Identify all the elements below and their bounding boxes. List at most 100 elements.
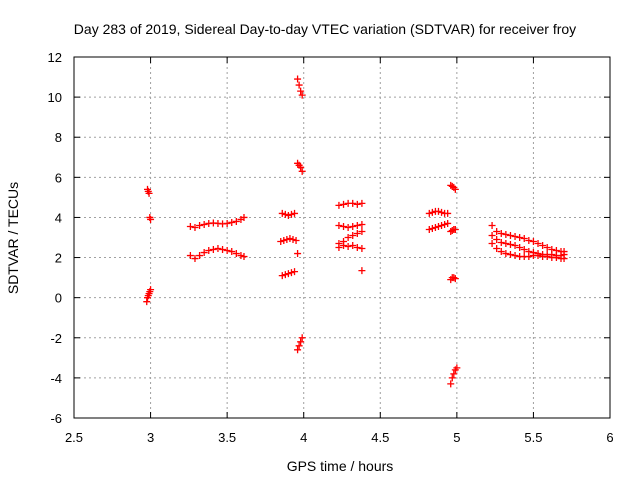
x-axis-title: GPS time / hours [287, 458, 394, 474]
data-point [196, 221, 204, 229]
series-sat-u [447, 274, 459, 284]
data-point [534, 252, 542, 260]
data-point [294, 346, 302, 354]
data-point [205, 247, 213, 255]
series-sat-i [294, 75, 306, 99]
y-tick-label: 10 [48, 90, 62, 105]
x-tick-labels: 2.5 3 3.5 4 4.5 5 5.5 6 [65, 430, 614, 445]
data-point [358, 227, 366, 235]
data-point [441, 220, 449, 228]
data-point [560, 255, 568, 263]
data-point [344, 243, 352, 251]
series-sat-r [425, 219, 452, 233]
series-sat-f [277, 235, 300, 246]
data-point [297, 87, 305, 95]
data-point [428, 208, 436, 216]
data-point [281, 271, 289, 279]
y-tick-label: -4 [50, 371, 62, 386]
data-point [431, 223, 439, 231]
data-point [534, 240, 542, 248]
data-point [438, 221, 446, 229]
data-point [147, 215, 155, 223]
data-point [502, 250, 510, 258]
data-point [529, 238, 537, 246]
data-point [506, 231, 514, 239]
data-point [278, 272, 286, 280]
series-sat-b [143, 286, 155, 306]
data-point [502, 240, 510, 248]
y-axis-title: SDTVAR / TECUs [5, 182, 21, 294]
data-point [237, 252, 245, 260]
data-point [450, 370, 458, 378]
chart-title: Day 283 of 2019, Sidereal Day-to-day VTE… [74, 21, 576, 37]
data-point [291, 209, 299, 217]
data-point [340, 242, 348, 250]
y-tick-label: 0 [55, 291, 62, 306]
data-point [295, 81, 303, 89]
data-point [196, 252, 204, 260]
x-tick-label: 4.5 [371, 430, 389, 445]
data-point [434, 222, 442, 230]
series-sat-a [144, 185, 155, 223]
data-point [444, 219, 452, 227]
data-point [516, 234, 524, 241]
data-point [353, 244, 361, 252]
y-tick-label: 4 [55, 210, 62, 225]
data-point [145, 189, 153, 197]
data-point [488, 240, 496, 248]
series-sat-y [488, 240, 568, 263]
data-point [228, 218, 236, 226]
data-point [349, 231, 357, 239]
data-point [291, 268, 299, 276]
x-tick-label: 5.5 [524, 430, 542, 445]
data-point [283, 236, 291, 244]
data-point [200, 249, 208, 257]
data-points [143, 75, 568, 388]
data-point [543, 244, 551, 252]
data-point [214, 245, 222, 253]
data-point [453, 364, 461, 372]
x-tick-label: 6 [606, 430, 613, 445]
data-point [278, 209, 286, 217]
data-point [287, 210, 295, 218]
y-tick-label: 6 [55, 170, 62, 185]
data-point [539, 242, 547, 250]
data-point [297, 338, 305, 346]
data-point [488, 221, 496, 229]
data-point [511, 232, 519, 240]
data-point [451, 185, 459, 193]
x-tick-label: 3.5 [218, 430, 236, 445]
data-point [444, 209, 452, 217]
data-point [525, 237, 533, 245]
data-point [335, 221, 343, 229]
data-point [488, 231, 496, 239]
data-point [358, 245, 366, 253]
series-sat-t [447, 225, 459, 235]
data-point [349, 199, 357, 207]
data-point [147, 286, 155, 294]
data-point [284, 270, 292, 278]
series-sat-e [278, 209, 299, 219]
data-point [240, 253, 248, 261]
data-point [358, 199, 366, 207]
data-point [448, 374, 456, 382]
data-point [506, 241, 514, 249]
data-point [344, 223, 352, 231]
data-point [493, 236, 501, 244]
data-point [298, 167, 306, 175]
data-point [297, 163, 305, 171]
data-point [353, 221, 361, 229]
data-point [286, 235, 294, 243]
data-point [240, 213, 248, 221]
data-point [143, 298, 151, 306]
y-tick-label: 2 [55, 251, 62, 266]
data-point [186, 222, 194, 230]
data-point [340, 222, 348, 230]
data-point [425, 209, 433, 217]
data-point [450, 274, 458, 282]
plot-frame [73, 56, 611, 419]
y-tick-label: 8 [55, 130, 62, 145]
data-point [294, 250, 302, 258]
y-tick-label: 12 [48, 50, 62, 65]
data-point [186, 252, 194, 260]
